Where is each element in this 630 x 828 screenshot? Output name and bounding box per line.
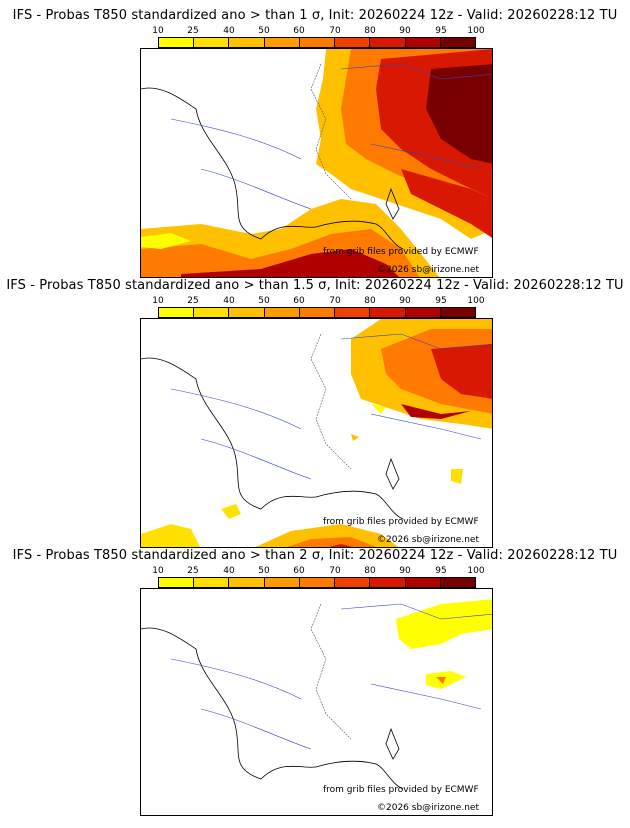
colorbar-tick-label: 95 [435, 566, 447, 576]
source-credit: from grib files provided by ECMWF [323, 517, 479, 527]
colorbar-tick-label: 90 [399, 26, 411, 36]
colorbar-tick-label: 10 [152, 566, 164, 576]
colorbar-tick-label: 60 [293, 566, 305, 576]
colorbar-swatch [370, 308, 406, 317]
colorbar-tick-label: 80 [364, 566, 376, 576]
colorbar-swatch [335, 578, 371, 587]
colorbar-tick-label: 100 [467, 296, 485, 306]
colorbar-tick-label: 10 [152, 296, 164, 306]
colorbar-tick-label: 25 [187, 26, 199, 36]
colorbar-swatch [440, 38, 475, 47]
colorbar-tick-label: 70 [329, 26, 341, 36]
colorbar-swatch [405, 308, 441, 317]
colorbar-tick-label: 95 [435, 26, 447, 36]
colorbar-tick-label: 50 [258, 296, 270, 306]
colorbar-swatch [159, 578, 195, 587]
colorbar-tick-label: 25 [187, 566, 199, 576]
colorbar-ticks: 10 25 40 50 60 70 80 90 95 100 [0, 26, 630, 36]
colorbar-tick-label: 100 [467, 26, 485, 36]
copyright-credit: ©2026 sb@irizone.net [377, 265, 479, 275]
colorbar-tick-label: 40 [223, 566, 235, 576]
colorbar-tick-label: 10 [152, 26, 164, 36]
colorbar-tick-label: 25 [187, 296, 199, 306]
panel-title: IFS - Probas T850 standardized ano > tha… [12, 8, 618, 23]
source-credit: from grib files provided by ECMWF [323, 785, 479, 795]
colorbar [158, 577, 476, 588]
probability-map: from grib files provided by ECMWF ©2026 … [140, 48, 493, 278]
colorbar-swatch [370, 38, 406, 47]
colorbar-tick-label: 40 [223, 26, 235, 36]
colorbar [158, 37, 476, 48]
colorbar-swatch [194, 578, 230, 587]
map-panel-2: IFS - Probas T850 standardized ano > tha… [0, 278, 630, 548]
colorbar-swatch [299, 38, 336, 47]
panel-title: IFS - Probas T850 standardized ano > tha… [12, 548, 618, 563]
colorbar [158, 307, 476, 318]
colorbar-swatch [405, 38, 441, 47]
colorbar-tick-label: 50 [258, 26, 270, 36]
colorbar-swatch [264, 38, 300, 47]
colorbar-swatch [264, 578, 300, 587]
colorbar-swatch [299, 308, 336, 317]
colorbar-ticks: 10 25 40 50 60 70 80 90 95 100 [0, 566, 630, 576]
colorbar-tick-label: 80 [364, 26, 376, 36]
colorbar-swatch [264, 308, 300, 317]
colorbar-tick-label: 100 [467, 566, 485, 576]
colorbar-swatch [440, 308, 475, 317]
colorbar-swatch [335, 308, 371, 317]
map-panel-1: IFS - Probas T850 standardized ano > tha… [0, 8, 630, 278]
colorbar-tick-label: 50 [258, 566, 270, 576]
colorbar-swatch [229, 308, 265, 317]
colorbar-swatch [299, 578, 336, 587]
map-panel-3: IFS - Probas T850 standardized ano > tha… [0, 548, 630, 818]
colorbar-swatch [194, 308, 230, 317]
colorbar-swatch [159, 38, 195, 47]
colorbar-swatch [405, 578, 441, 587]
colorbar-swatch [229, 38, 265, 47]
colorbar-tick-label: 90 [399, 296, 411, 306]
colorbar-swatch [440, 578, 475, 587]
colorbar-ticks: 10 25 40 50 60 70 80 90 95 100 [0, 296, 630, 306]
colorbar-swatch [370, 578, 406, 587]
copyright-credit: ©2026 sb@irizone.net [377, 803, 479, 813]
colorbar-tick-label: 60 [293, 296, 305, 306]
colorbar-tick-label: 80 [364, 296, 376, 306]
colorbar-tick-label: 70 [329, 566, 341, 576]
colorbar-swatch [159, 308, 195, 317]
colorbar-swatch [194, 38, 230, 47]
source-credit: from grib files provided by ECMWF [323, 247, 479, 257]
panel-title: IFS - Probas T850 standardized ano > tha… [6, 278, 624, 293]
copyright-credit: ©2026 sb@irizone.net [377, 535, 479, 545]
probability-map: from grib files provided by ECMWF ©2026 … [140, 588, 493, 816]
colorbar-swatch [335, 38, 371, 47]
colorbar-tick-label: 90 [399, 566, 411, 576]
colorbar-swatch [229, 578, 265, 587]
colorbar-tick-label: 70 [329, 296, 341, 306]
colorbar-tick-label: 95 [435, 296, 447, 306]
colorbar-tick-label: 40 [223, 296, 235, 306]
colorbar-tick-label: 60 [293, 26, 305, 36]
probability-map: from grib files provided by ECMWF ©2026 … [140, 318, 493, 548]
